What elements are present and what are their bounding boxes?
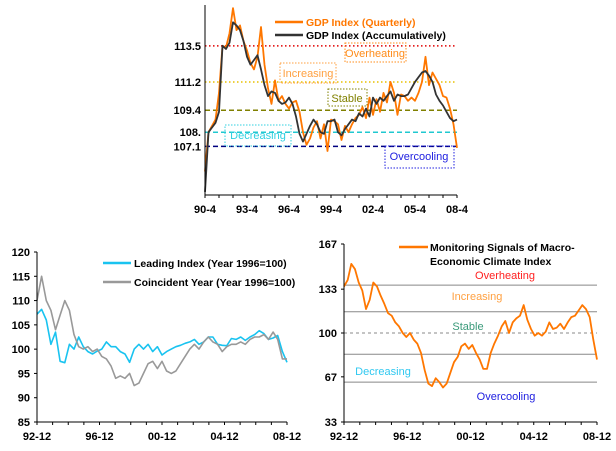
series-line-0 — [343, 262, 598, 389]
zone-label-decreasing: Decreasing — [355, 366, 411, 378]
x-tick-label: 00-12 — [148, 431, 176, 443]
y-tick-label: 100 — [319, 328, 337, 340]
y-tick-label: 33 — [325, 417, 337, 429]
increasing-zone-box — [279, 62, 337, 84]
zone-label-increasing: Increasing — [283, 68, 334, 80]
zone-label-stable: Stable — [452, 321, 483, 333]
y-tick-label: 67 — [325, 372, 337, 384]
y-tick-label: 108. — [180, 127, 201, 139]
x-tick-label: 96-12 — [393, 431, 421, 443]
zone-label-decreasing: Decreasing — [230, 130, 286, 142]
y-tick-label: 85 — [18, 417, 30, 429]
legend-label-quarterly: GDP Index (Quarterly) — [306, 17, 416, 29]
zone-label-overheating: Overheating — [345, 48, 405, 60]
x-tick-label: 05-4 — [404, 204, 427, 216]
zone-label-overcooling: Overcooling — [390, 151, 449, 163]
legend-label-accumulative: GDP Index (Accumulatively) — [306, 30, 446, 42]
x-tick-label: 92-12 — [23, 431, 51, 443]
macro-climate-index-chart: Overheating Increasing Stable Decreasing… — [319, 239, 611, 443]
x-tick-label: 93-4 — [236, 204, 259, 216]
y-tick-label: 109.4 — [173, 105, 201, 117]
y-tick-label: 105 — [12, 320, 30, 332]
x-tick-label: 08-4 — [446, 204, 469, 216]
y-tick-label: 90 — [18, 393, 30, 405]
x-tick-label: 00-12 — [456, 431, 484, 443]
x-tick-label: 96-4 — [278, 204, 301, 216]
x-tick-label: 04-12 — [520, 431, 548, 443]
legend-label-line-1: Monitoring Signals of Macro- — [430, 242, 575, 254]
overheating-zone-box — [344, 42, 407, 63]
leading-coincident-index-chart: 85 90 95 100 105 110 115 120 92-12 96-12 00-12 04-… — [12, 247, 301, 443]
overcooling-zone-box — [384, 145, 455, 169]
x-tick-label: 96-12 — [85, 431, 113, 443]
legend-label-coincident: Coincident Year (Year 1996=100) — [134, 277, 295, 289]
y-tick-label: 120 — [12, 247, 30, 259]
x-tick-label: 02-4 — [362, 204, 385, 216]
y-tick-label: 113.5 — [174, 41, 201, 53]
series-line-1 — [204, 21, 458, 192]
zone-label-increasing: Increasing — [452, 291, 503, 303]
y-tick-label: 115 — [12, 271, 30, 283]
x-tick-label: 04-12 — [210, 431, 238, 443]
x-tick-label: 08-12 — [273, 431, 301, 443]
series-line-1 — [36, 275, 287, 387]
x-tick-label: 99-4 — [320, 204, 343, 216]
legend-label-leading: Leading Index (Year 1996=100) — [134, 258, 287, 270]
y-tick-label: 100 — [12, 344, 30, 356]
zone-label-overcooling: Overcooling — [477, 391, 536, 403]
y-tick-label: 110 — [12, 296, 30, 308]
gdp-index-chart: Overheating Increasing Stable Decreasing… — [173, 5, 469, 216]
zone-label-overheating: Overheating — [475, 270, 535, 282]
zone-label-stable: Stable — [331, 93, 362, 105]
series-line-0 — [36, 308, 288, 364]
stable-zone-box — [327, 88, 368, 107]
y-tick-label: 95 — [18, 368, 30, 380]
y-tick-label: 167 — [319, 239, 337, 251]
x-tick-label: 92-12 — [330, 431, 358, 443]
decreasing-zone-box — [224, 124, 292, 147]
series-line-0 — [204, 7, 458, 172]
y-tick-label: 107.1 — [173, 141, 201, 153]
y-tick-label: 111.2 — [175, 77, 201, 89]
x-tick-label: 08-12 — [583, 431, 611, 443]
x-tick-label: 90-4 — [194, 204, 217, 216]
legend-label-line-2: Economic Climate Index — [430, 256, 552, 268]
y-tick-label: 133 — [319, 284, 337, 296]
